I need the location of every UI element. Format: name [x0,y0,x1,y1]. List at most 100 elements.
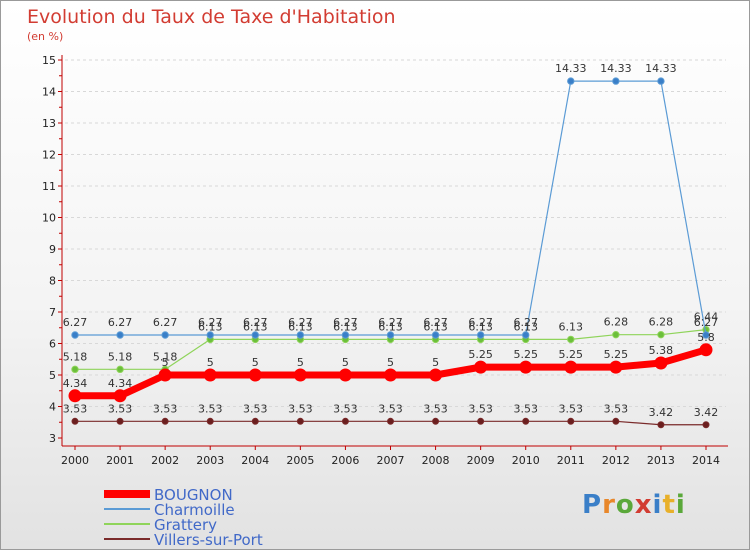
data-point-grattery [71,365,79,374]
proxiti-logo: Proxiti [582,490,686,520]
data-point-villers-sur-port [161,417,169,425]
data-point-bougnon [699,343,713,357]
data-label-villers-sur-port: 3.53 [243,402,268,415]
data-label-bougnon: 5 [342,356,349,369]
x-tick-label: 2014 [692,454,720,467]
data-label-bougnon: 5.38 [649,344,674,357]
data-label-grattery: 5.18 [153,350,178,363]
data-point-charmoille [612,77,620,85]
data-label-charmoille: 6.27 [198,316,223,329]
data-label-villers-sur-port: 3.53 [513,402,538,415]
legend-swatch [104,538,150,540]
data-label-grattery: 6.13 [243,320,268,333]
x-tick-label: 2009 [467,454,495,467]
y-tick-label: 5 [49,369,56,382]
data-label-villers-sur-port: 3.42 [649,406,674,419]
data-label-charmoille: 6.27 [288,316,313,329]
data-label-bougnon: 5 [162,356,169,369]
x-tick-label: 2002 [151,454,179,467]
data-label-charmoille: 6.27 [694,316,719,329]
data-label-bougnon: 5.25 [559,348,584,361]
legend-swatch [104,490,150,498]
data-label-bougnon: 5 [432,356,439,369]
data-label-grattery: 6.28 [604,316,629,329]
data-label-charmoille: 6.27 [243,316,268,329]
data-point-grattery [567,335,575,344]
data-point-charmoille [161,331,169,339]
data-label-villers-sur-port: 3.53 [108,402,133,415]
data-label-bougnon: 5 [387,356,394,369]
x-tick-label: 2007 [377,454,405,467]
data-label-villers-sur-port: 3.53 [559,402,584,415]
legend-label: Grattery [154,516,218,534]
y-tick-label: 4 [49,401,56,414]
x-tick-label: 2012 [602,454,630,467]
data-point-bougnon [203,368,217,382]
data-label-villers-sur-port: 3.53 [198,402,223,415]
data-point-villers-sur-port [341,417,349,425]
data-point-charmoille [702,331,710,339]
data-point-bougnon [248,368,262,382]
data-label-grattery: 6.13 [333,320,358,333]
data-point-charmoille [386,331,395,339]
data-point-bougnon [293,368,307,382]
y-tick-label: 9 [49,243,56,256]
data-point-bougnon [68,389,82,403]
data-label-charmoille: 6.27 [108,316,133,329]
data-label-villers-sur-port: 3.53 [604,402,629,415]
data-point-charmoille [71,331,79,339]
x-tick-label: 2008 [422,454,450,467]
data-label-grattery: 5.18 [108,350,133,363]
data-label-villers-sur-port: 3.53 [288,402,313,415]
data-label-grattery: 6.13 [513,320,538,333]
data-label-grattery: 6.13 [423,320,448,333]
x-tick-label: 2003 [196,454,224,467]
data-label-bougnon: 5 [207,356,214,369]
legend-label: Charmoille [154,501,235,519]
data-label-bougnon: 4.34 [108,377,133,390]
data-label-charmoille: 14.33 [645,62,677,75]
data-label-bougnon: 5.25 [468,348,493,361]
data-point-grattery [612,330,620,339]
data-label-bougnon: 5.25 [513,348,538,361]
y-tick-label: 13 [42,117,56,130]
data-label-charmoille: 6.27 [423,316,448,329]
legend-swatch [104,508,150,510]
data-label-villers-sur-port: 3.53 [333,402,358,415]
data-point-villers-sur-port [612,417,620,425]
y-tick-label: 10 [42,212,56,225]
y-tick-label: 7 [49,306,56,319]
chart-title: Evolution du Taux de Taxe d'Habitation [27,6,396,28]
data-point-bougnon [609,360,623,374]
data-label-grattery: 5.18 [63,350,88,363]
data-point-villers-sur-port [116,417,124,425]
data-point-bougnon [519,360,533,374]
data-point-villers-sur-port [432,417,440,425]
data-label-charmoille: 6.27 [333,316,358,329]
data-label-bougnon: 5.25 [604,348,629,361]
data-label-grattery: 6.13 [378,320,403,333]
data-label-grattery: 6.13 [468,320,493,333]
data-point-charmoille [476,331,485,339]
data-point-charmoille [522,331,530,339]
data-label-grattery: 6.13 [198,320,223,333]
data-point-villers-sur-port [387,417,394,425]
data-label-villers-sur-port: 3.53 [423,402,448,415]
data-point-charmoille [657,77,665,85]
data-label-charmoille: 6.27 [513,316,538,329]
y-axis-unit-label: (en %) [27,30,64,43]
data-point-villers-sur-port [251,417,259,425]
x-tick-label: 2000 [61,454,89,467]
data-point-charmoille [567,77,575,85]
data-label-bougnon: 5.8 [697,331,715,344]
data-point-villers-sur-port [206,417,214,425]
data-point-villers-sur-port [567,417,575,425]
data-label-charmoille: 6.27 [378,316,403,329]
data-point-villers-sur-port [657,421,665,429]
x-tick-label: 2011 [557,454,585,467]
x-tick-label: 2005 [286,454,314,467]
data-label-grattery: 6.13 [559,320,584,333]
data-label-villers-sur-port: 3.53 [153,402,178,415]
data-label-charmoille: 14.33 [600,62,632,75]
